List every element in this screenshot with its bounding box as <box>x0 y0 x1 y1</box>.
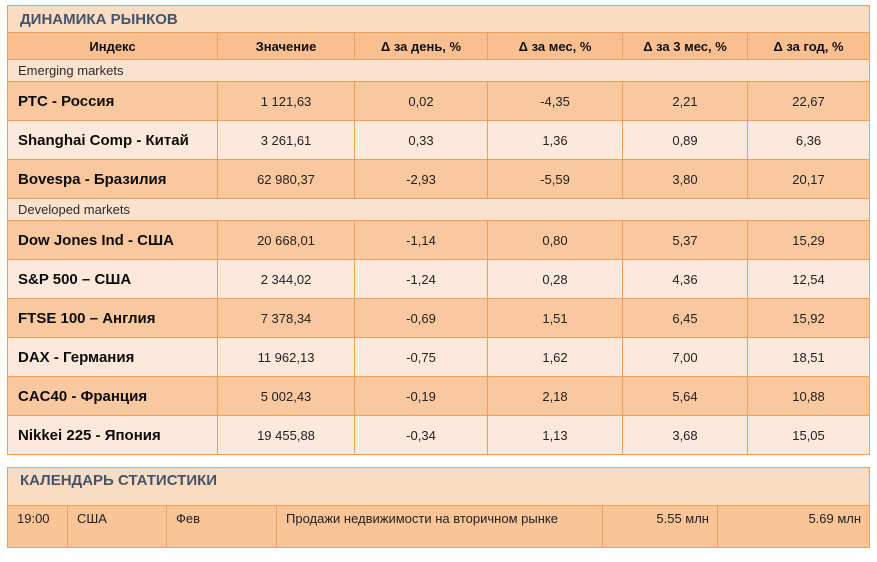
delta-year: 10,88 <box>746 376 871 416</box>
event-time: 19:00 <box>7 505 68 548</box>
section-row-developed: Developed markets <box>6 198 871 221</box>
delta-year: 6,36 <box>746 120 871 160</box>
column-header-index: Индекс <box>7 32 218 60</box>
delta-year: 15,29 <box>746 220 871 260</box>
section-row-emerging: Emerging markets <box>6 59 871 82</box>
index-value: 2 344,02 <box>217 259 355 299</box>
index-name: Dow Jones Ind - США <box>7 220 218 260</box>
index-value: 62 980,37 <box>217 159 355 199</box>
delta-month: -5,59 <box>487 159 623 199</box>
column-header-3month: Δ за 3 мес, % <box>622 32 748 60</box>
index-name: FTSE 100 – Англия <box>7 298 218 338</box>
delta-year: 22,67 <box>746 81 871 121</box>
delta-day: 0,02 <box>354 81 488 121</box>
delta-3month: 6,45 <box>622 298 748 338</box>
delta-3month: 7,00 <box>622 337 748 377</box>
delta-year: 15,05 <box>746 415 871 455</box>
section-label: Developed markets <box>6 198 871 221</box>
event-previous: 5.69 млн <box>716 505 871 548</box>
table-spacer <box>7 455 870 467</box>
delta-3month: 3,80 <box>622 159 748 199</box>
column-header-value: Значение <box>217 32 355 60</box>
delta-month: 1,13 <box>487 415 623 455</box>
event-description: Продажи недвижимости на вторичном рынке <box>276 505 603 548</box>
index-name: Nikkei 225 - Япония <box>7 415 218 455</box>
delta-day: -0,19 <box>354 376 488 416</box>
delta-day: -1,14 <box>354 220 488 260</box>
index-value: 20 668,01 <box>217 220 355 260</box>
table-row: FTSE 100 – Англия 7 378,34 -0,69 1,51 6,… <box>7 298 871 338</box>
table-row: РТС - Россия 1 121,63 0,02 -4,35 2,21 22… <box>7 81 871 121</box>
delta-3month: 0,89 <box>622 120 748 160</box>
calendar-title: КАЛЕНДАРЬ СТАТИСТИКИ <box>6 467 871 506</box>
delta-month: 1,62 <box>487 337 623 377</box>
delta-day: -1,24 <box>354 259 488 299</box>
delta-day: -2,93 <box>354 159 488 199</box>
delta-month: 2,18 <box>487 376 623 416</box>
index-value: 3 261,61 <box>217 120 355 160</box>
column-header-day: Δ за день, % <box>354 32 488 60</box>
delta-day: 0,33 <box>354 120 488 160</box>
delta-3month: 3,68 <box>622 415 748 455</box>
table-row: Dow Jones Ind - США 20 668,01 -1,14 0,80… <box>7 220 871 260</box>
index-name: Bovespa - Бразилия <box>7 159 218 199</box>
delta-3month: 5,37 <box>622 220 748 260</box>
index-value: 7 378,34 <box>217 298 355 338</box>
index-name: РТС - Россия <box>7 81 218 121</box>
delta-year: 20,17 <box>746 159 871 199</box>
table-row: Nikkei 225 - Япония 19 455,88 -0,34 1,13… <box>7 415 871 455</box>
index-value: 5 002,43 <box>217 376 355 416</box>
market-dynamics-table: ДИНАМИКА РЫНКОВ Индекс Значение Δ за ден… <box>6 5 871 455</box>
delta-3month: 5,64 <box>622 376 748 416</box>
delta-month: -4,35 <box>487 81 623 121</box>
index-name: DAX - Германия <box>7 337 218 377</box>
table-row: DAX - Германия 11 962,13 -0,75 1,62 7,00… <box>7 337 871 377</box>
delta-month: 1,36 <box>487 120 623 160</box>
index-name: CAC40 - Франция <box>7 376 218 416</box>
table-row: CAC40 - Франция 5 002,43 -0,19 2,18 5,64… <box>7 376 871 416</box>
delta-day: -0,34 <box>354 415 488 455</box>
table-row: S&P 500 – США 2 344,02 -1,24 0,28 4,36 1… <box>7 259 871 299</box>
market-table-title: ДИНАМИКА РЫНКОВ <box>6 5 871 33</box>
calendar-title-row: КАЛЕНДАРЬ СТАТИСТИКИ <box>6 467 871 506</box>
delta-month: 1,51 <box>487 298 623 338</box>
table-row: Shanghai Comp - Китай 3 261,61 0,33 1,36… <box>7 120 871 160</box>
market-table-header-row: Индекс Значение Δ за день, % Δ за мес, %… <box>7 32 871 60</box>
delta-3month: 2,21 <box>622 81 748 121</box>
delta-year: 15,92 <box>746 298 871 338</box>
delta-month: 0,28 <box>487 259 623 299</box>
report-page: ДИНАМИКА РЫНКОВ Индекс Значение Δ за ден… <box>6 5 871 548</box>
index-name: Shanghai Comp - Китай <box>7 120 218 160</box>
delta-year: 18,51 <box>746 337 871 377</box>
delta-year: 12,54 <box>746 259 871 299</box>
statistics-calendar-table: КАЛЕНДАРЬ СТАТИСТИКИ 19:00 США Фев Прода… <box>6 467 871 548</box>
section-label: Emerging markets <box>6 59 871 82</box>
delta-day: -0,69 <box>354 298 488 338</box>
index-value: 19 455,88 <box>217 415 355 455</box>
index-value: 11 962,13 <box>217 337 355 377</box>
event-country: США <box>67 505 167 548</box>
table-row: Bovespa - Бразилия 62 980,37 -2,93 -5,59… <box>7 159 871 199</box>
event-period: Фев <box>166 505 277 548</box>
delta-day: -0,75 <box>354 337 488 377</box>
index-value: 1 121,63 <box>217 81 355 121</box>
delta-3month: 4,36 <box>622 259 748 299</box>
column-header-month: Δ за мес, % <box>487 32 623 60</box>
market-table-title-row: ДИНАМИКА РЫНКОВ <box>6 5 871 33</box>
delta-month: 0,80 <box>487 220 623 260</box>
index-name: S&P 500 – США <box>7 259 218 299</box>
event-forecast: 5.55 млн <box>602 505 718 548</box>
calendar-event-row: 19:00 США Фев Продажи недвижимости на вт… <box>7 505 871 548</box>
column-header-year: Δ за год, % <box>746 32 871 60</box>
